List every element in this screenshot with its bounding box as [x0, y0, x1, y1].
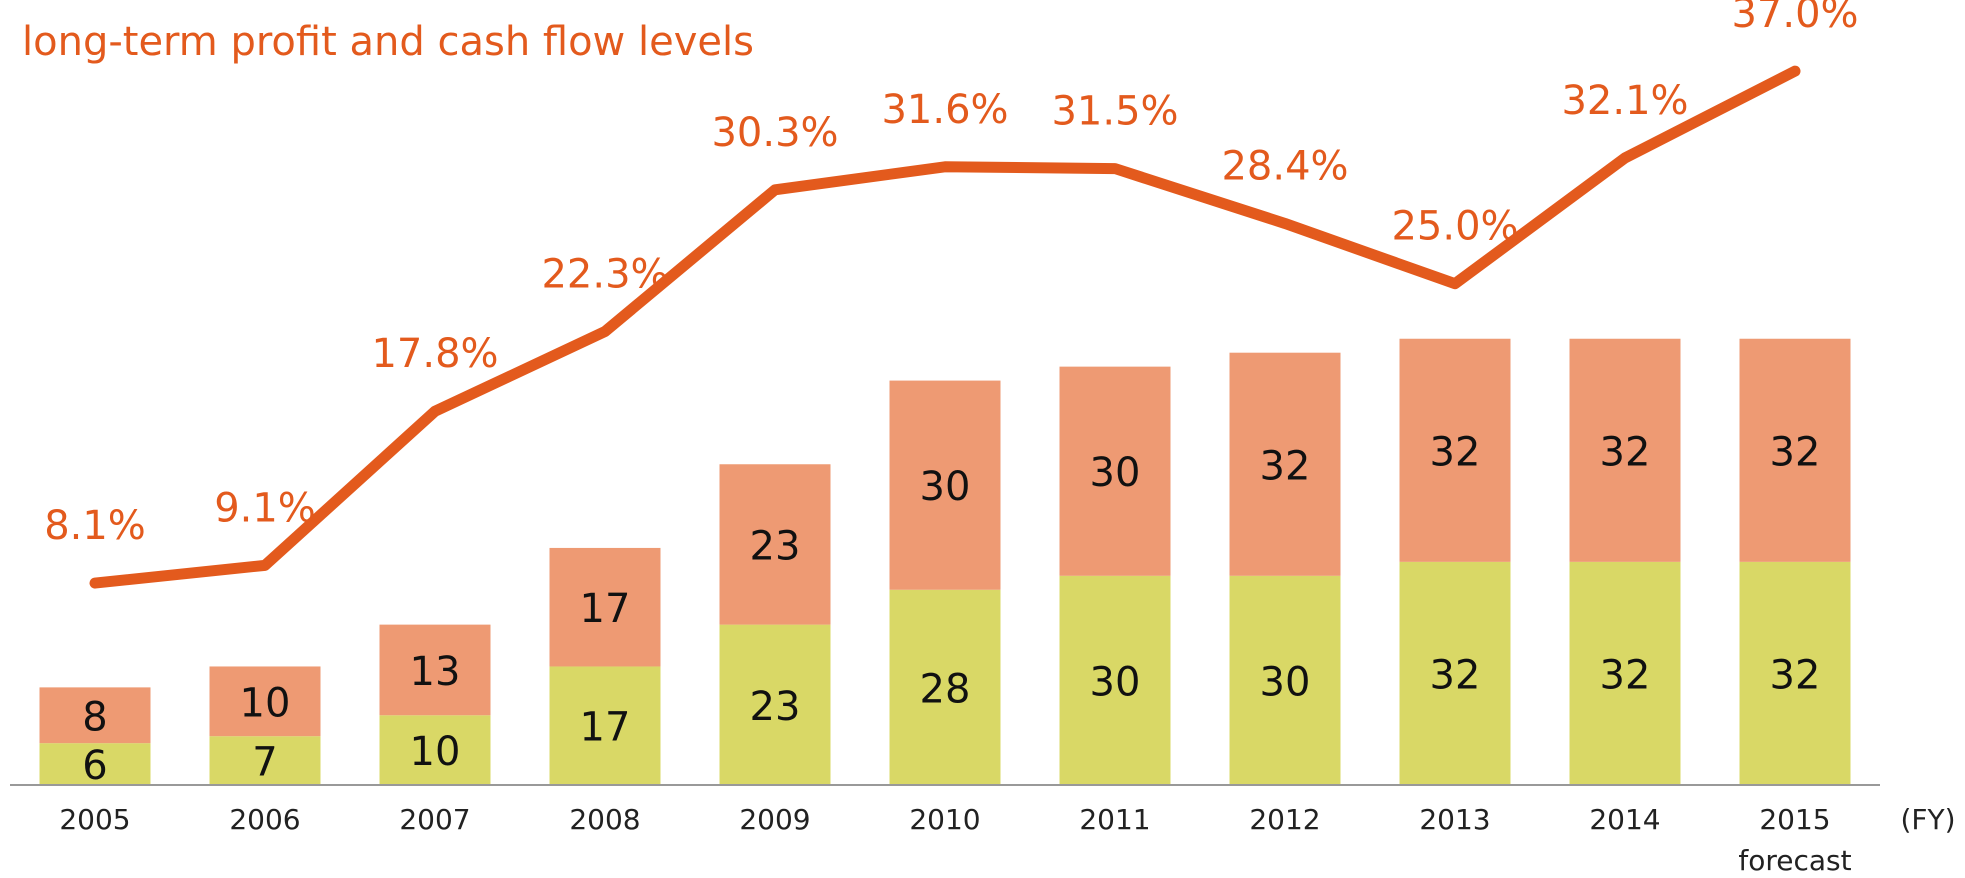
bar-value-label: 17	[580, 705, 631, 751]
line-value-label: 30.3%	[711, 110, 838, 156]
line-value-label: 9.1%	[214, 485, 316, 531]
line-value-label: 22.3%	[541, 252, 668, 298]
bar-value-label: 23	[750, 684, 801, 730]
x-tick-label: 2012	[1249, 803, 1320, 836]
bar-value-label: 32	[1260, 443, 1311, 489]
bar-value-label: 30	[1090, 450, 1141, 496]
bar-segment	[719, 464, 831, 625]
bar-value-label: 32	[1600, 429, 1651, 475]
line-value-label: 28.4%	[1221, 143, 1348, 189]
bar-value-label: 10	[410, 729, 461, 775]
bar-value-label: 6	[82, 743, 107, 789]
bar-segment	[549, 666, 661, 785]
bar-segment	[549, 547, 661, 667]
x-tick-label: 2005	[59, 803, 130, 836]
line-value-label: 25.0%	[1391, 204, 1518, 250]
bar-value-label: 17	[580, 586, 631, 632]
bar-value-label: 32	[1600, 652, 1651, 698]
x-tick-label: 2011	[1079, 803, 1150, 836]
bar-value-label: 13	[410, 649, 461, 695]
chart-title: long-term profit and cash flow levels	[22, 19, 754, 65]
bar-segment	[719, 624, 831, 785]
bar-segment	[889, 380, 1001, 590]
x-tick-label: 2015	[1759, 803, 1830, 836]
category-note: forecast	[1738, 844, 1851, 877]
bar-value-label: 30	[1090, 659, 1141, 705]
x-tick-label: 2007	[399, 803, 470, 836]
line-series	[89, 65, 1801, 589]
bar-segment	[1399, 561, 1511, 785]
x-tick-label: 2013	[1419, 803, 1490, 836]
bar-value-label: 30	[920, 464, 971, 510]
line-value-label: 37.0%	[1731, 0, 1858, 37]
bar-value-label: 30	[1260, 659, 1311, 705]
bar-segment	[379, 715, 491, 785]
line-value-label: 17.8%	[371, 331, 498, 377]
bar-value-label: 32	[1770, 429, 1821, 475]
line-value-label: 31.6%	[881, 87, 1008, 133]
line-value-label: 8.1%	[44, 503, 146, 549]
bar-segment	[209, 666, 321, 737]
bar-segment	[1569, 561, 1681, 785]
bar-value-label: 8	[82, 694, 107, 740]
bar-segment	[889, 589, 1001, 785]
bar-value-label: 23	[750, 523, 801, 569]
x-tick-label: 2008	[569, 803, 640, 836]
bar-segment	[1399, 338, 1511, 562]
x-tick-label: 2014	[1589, 803, 1660, 836]
bar-segment	[1059, 366, 1171, 576]
bar-segment	[1739, 338, 1851, 562]
bar-segment	[1569, 338, 1681, 562]
bar-segment	[379, 624, 491, 716]
bar-value-label: 32	[1770, 652, 1821, 698]
x-tick-label: 2006	[229, 803, 300, 836]
x-axis-label: (FY)	[1900, 803, 1955, 836]
bar-value-label: 7	[252, 740, 277, 786]
line-value-label: 32.1%	[1561, 78, 1688, 124]
bar-value-label: 10	[240, 680, 291, 726]
line-value-label: 31.5%	[1051, 89, 1178, 135]
bar-segment	[1229, 575, 1341, 785]
bar-value-label: 32	[1430, 652, 1481, 698]
bar-segment	[1739, 561, 1851, 785]
bar-segment	[1059, 575, 1171, 785]
bar-segment	[209, 736, 321, 785]
bar-segment	[1229, 352, 1341, 576]
x-tick-label: 2009	[739, 803, 810, 836]
bar-segment	[39, 743, 151, 785]
bar-segment	[39, 687, 151, 744]
x-tick-label: 2010	[909, 803, 980, 836]
bar-value-label: 28	[920, 666, 971, 712]
bar-value-label: 32	[1430, 429, 1481, 475]
